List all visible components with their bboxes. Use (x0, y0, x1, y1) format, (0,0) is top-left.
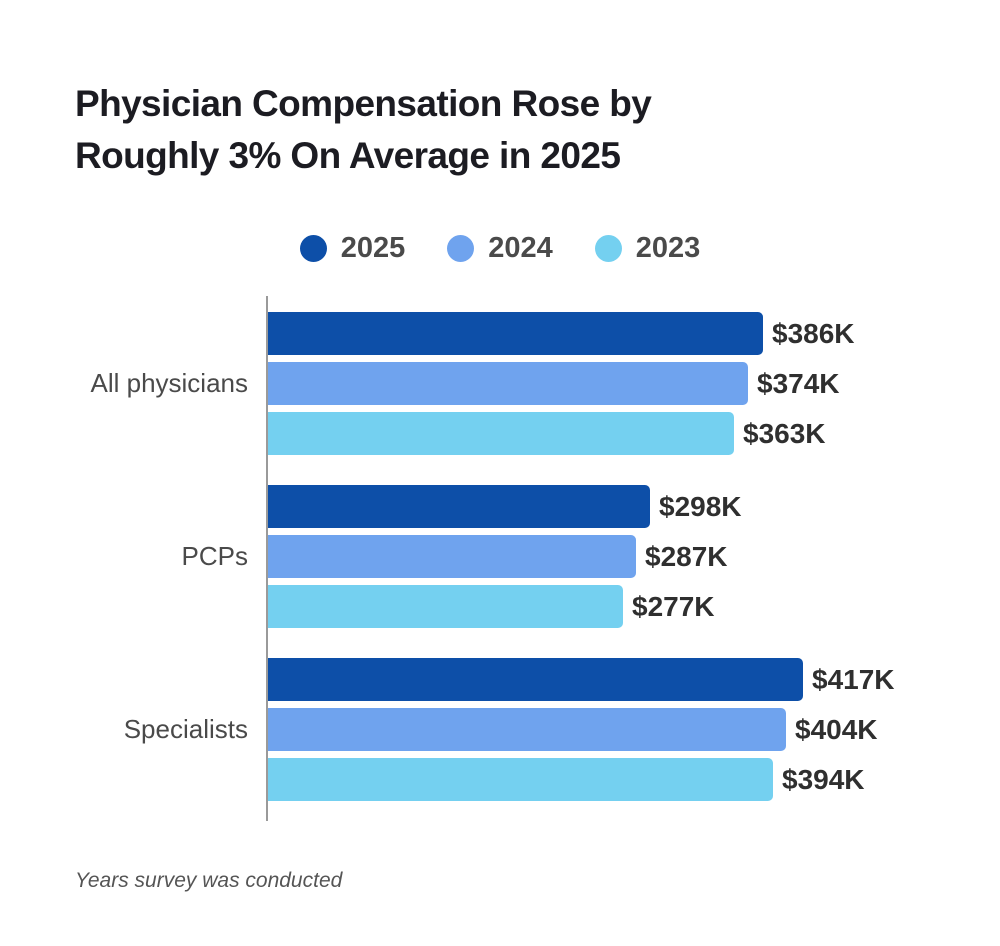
bar-row: $277K (268, 585, 1000, 628)
bar-2024 (268, 708, 786, 751)
bar-2025 (268, 658, 803, 701)
bar-value-label: $404K (795, 713, 878, 745)
bar-value-label: $394K (782, 763, 865, 795)
bar-row: $298K (268, 485, 1000, 528)
bar-group: $298K $287K $277K (268, 485, 1000, 628)
bar-2023 (268, 412, 734, 455)
bar-2023 (268, 758, 773, 801)
bar-group: $417K $404K $394K (268, 658, 1000, 801)
bar-row: $363K (268, 412, 1000, 455)
bar-chart: All physicians PCPs Specialists $386K $374K… (0, 296, 1000, 821)
category-label: Specialists (123, 714, 248, 744)
legend-item-2023: 2023 (594, 232, 701, 265)
bar-row: $287K (268, 535, 1000, 578)
bar-row: $374K (268, 362, 1000, 405)
bar-row: $386K (268, 312, 1000, 355)
legend-dot-icon (594, 235, 622, 262)
chart-title: Physician Compensation Rose by Roughly 3… (0, 0, 1000, 182)
bar-value-label: $386K (772, 317, 855, 349)
legend-item-2025: 2025 (299, 232, 406, 265)
category-label: All physicians (90, 368, 248, 398)
bar-value-label: $287K (645, 540, 728, 572)
bar-value-label: $298K (659, 490, 742, 522)
bar-value-label: $374K (757, 367, 840, 399)
bar-value-label: $417K (812, 663, 895, 695)
legend-label: 2025 (340, 232, 406, 264)
bar-row: $404K (268, 708, 1000, 751)
legend: 2025 2024 2023 (0, 232, 1000, 265)
bar-2025 (268, 312, 763, 355)
bar-row: $417K (268, 658, 1000, 701)
chart-title-line-1: Physician Compensation Rose by (75, 83, 652, 124)
bar-value-label: $277K (632, 590, 715, 622)
bar-2024 (268, 535, 636, 578)
bar-2023 (268, 585, 623, 628)
bar-2024 (268, 362, 748, 405)
bar-2025 (268, 485, 650, 528)
bar-value-label: $363K (743, 417, 826, 449)
legend-dot-icon (447, 235, 475, 262)
plot-area: $386K $374K $363K $298K $287K $277K $417K $404K… (266, 296, 1000, 821)
bar-row: $394K (268, 758, 1000, 801)
bar-group: $386K $374K $363K (268, 312, 1000, 455)
category-axis-labels: All physicians PCPs Specialists (0, 296, 266, 821)
chart-title-line-2: Roughly 3% On Average in 2025 (75, 135, 621, 176)
legend-label: 2024 (488, 232, 553, 264)
category-label: PCPs (181, 541, 248, 571)
legend-item-2024: 2024 (447, 232, 553, 265)
legend-dot-icon (299, 235, 327, 262)
footnote: Years survey was conducted (75, 869, 343, 892)
legend-label: 2023 (635, 232, 701, 264)
